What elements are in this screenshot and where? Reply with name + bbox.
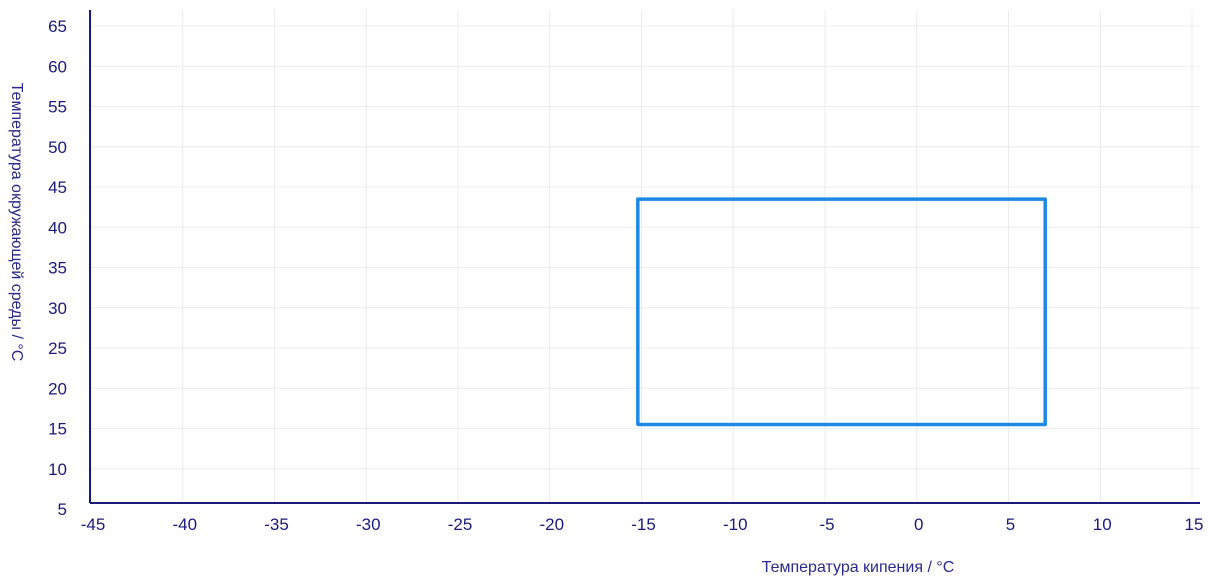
x-tick-label-1: -40 — [172, 515, 197, 534]
x-axis-title: Температура кипения / °C — [762, 559, 955, 576]
y-tick-label-7: 40 — [48, 218, 67, 237]
data-point-0-4 — [636, 422, 640, 426]
x-tick-label-5: -20 — [539, 515, 564, 534]
x-tick-label-7: -10 — [723, 515, 748, 534]
y-tick-label-2: 15 — [48, 420, 67, 439]
x-tick-label-11: 10 — [1093, 515, 1112, 534]
series-line-0 — [636, 197, 1047, 427]
x-tick-label-9: 0 — [914, 515, 923, 534]
data-point-0-2 — [1043, 197, 1047, 201]
x-tick-label-4: -25 — [448, 515, 473, 534]
data-point-0-3 — [1043, 422, 1047, 426]
grid-lines — [90, 10, 1200, 503]
x-tick-label-6: -15 — [631, 515, 656, 534]
x-tick-label-10: 5 — [1006, 515, 1015, 534]
y-tick-label-12: 65 — [48, 17, 67, 36]
y-tick-label-6: 35 — [48, 259, 67, 278]
y-axis-title: Температура окружающей среды / °C — [8, 83, 25, 362]
x-tick-label-12: 15 — [1185, 515, 1204, 534]
y-tick-label-1: 10 — [48, 460, 67, 479]
x-tick-label-2: -35 — [264, 515, 289, 534]
y-tick-label-11: 60 — [48, 57, 67, 76]
y-tick-label-10: 55 — [48, 98, 67, 117]
y-tick-label-3: 20 — [48, 379, 67, 398]
x-tick-label-8: -5 — [819, 515, 834, 534]
y-tick-label-4: 25 — [48, 339, 67, 358]
y-tick-label-9: 50 — [48, 138, 67, 157]
y-tick-label-5: 30 — [48, 299, 67, 318]
data-point-0-1 — [636, 197, 640, 201]
x-tick-label-0: -45 — [81, 515, 106, 534]
x-tick-labels: -45 -40 -35 -30 -25 -20 -15 -10 -5 0 5 10 15 — [81, 515, 1204, 534]
y-tick-label-0: 5 — [58, 500, 67, 519]
x-tick-label-3: -30 — [356, 515, 381, 534]
y-tick-label-8: 45 — [48, 178, 67, 197]
y-tick-labels: 5 10 15 20 25 30 35 40 45 50 55 60 65 — [48, 17, 67, 519]
series-layer — [636, 197, 1047, 427]
